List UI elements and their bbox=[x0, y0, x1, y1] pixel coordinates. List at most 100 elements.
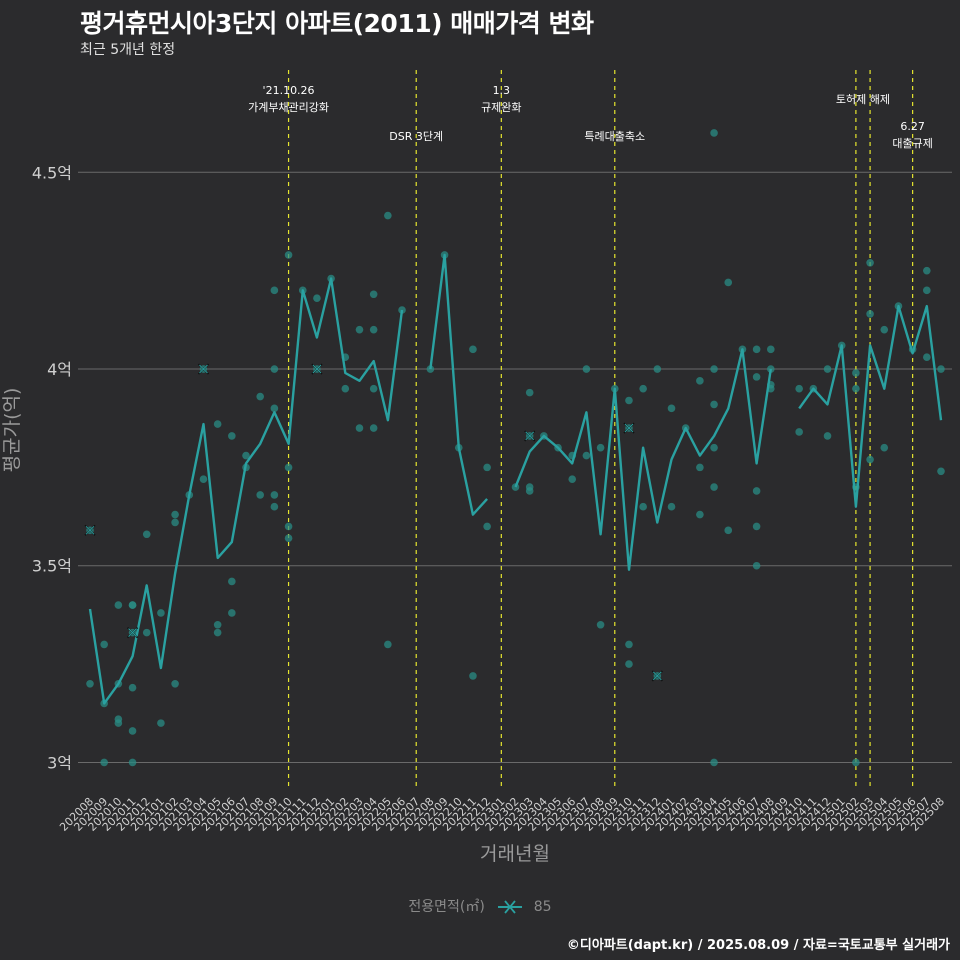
event-label: 대출규제 bbox=[892, 137, 932, 150]
event-label: DSR 3단계 bbox=[389, 130, 443, 143]
x-marker bbox=[623, 422, 635, 434]
scatter-point bbox=[242, 451, 250, 460]
scatter-point bbox=[128, 683, 137, 692]
scatter-point bbox=[866, 455, 874, 464]
y-axis-title: 평균가(억) bbox=[1, 388, 23, 473]
scatter-point bbox=[284, 463, 293, 472]
scatter-point bbox=[752, 487, 761, 495]
x-marker-stroke bbox=[199, 364, 208, 374]
scatter-point bbox=[142, 628, 151, 637]
scatter-point bbox=[100, 640, 108, 649]
scatter-point bbox=[625, 396, 633, 405]
scatter-point bbox=[752, 561, 761, 570]
x-marker-stroke bbox=[652, 671, 662, 681]
scatter-point bbox=[313, 294, 321, 302]
scatter-point bbox=[767, 345, 775, 354]
scatter-point bbox=[752, 373, 761, 381]
scatter-point bbox=[937, 467, 945, 476]
scatter-point bbox=[852, 369, 860, 377]
x-marker-stroke bbox=[128, 628, 137, 637]
scatter-point bbox=[270, 502, 279, 511]
scatter-point bbox=[525, 388, 534, 397]
scatter-point bbox=[823, 432, 832, 440]
legend-title: 전용면적(㎡) bbox=[408, 899, 485, 915]
scatter-point bbox=[795, 428, 803, 436]
scatter-point bbox=[696, 377, 704, 385]
legend-swatch-icon bbox=[498, 900, 523, 914]
scatter-point bbox=[114, 601, 123, 609]
scatter-point bbox=[937, 365, 945, 373]
series-line-segment bbox=[798, 304, 943, 508]
scatter-point bbox=[752, 522, 761, 531]
scatter-point bbox=[795, 384, 803, 393]
scatter-point bbox=[823, 365, 832, 373]
scatter-point bbox=[199, 475, 208, 483]
series-line-segment bbox=[88, 277, 404, 705]
series-line-segment bbox=[429, 253, 488, 516]
scatter-point bbox=[866, 310, 874, 318]
x-marker bbox=[651, 670, 663, 682]
scatter-point bbox=[128, 758, 137, 767]
scatter-point bbox=[369, 290, 378, 299]
x-marker-stroke bbox=[85, 525, 95, 535]
scatter-point bbox=[270, 491, 279, 499]
scatter-point bbox=[171, 518, 179, 527]
scatter-point bbox=[582, 365, 591, 373]
scatter-point bbox=[157, 719, 165, 727]
source-caption: ©디아파트(dapt.kr) / 2025.08.09 / 자료=국토교통부 실… bbox=[566, 938, 950, 953]
x-axis-title: 거래년월 bbox=[480, 843, 550, 865]
scatter-point bbox=[284, 534, 293, 542]
x-marker bbox=[197, 363, 210, 375]
scatter-point bbox=[384, 640, 392, 649]
scatter-point bbox=[483, 463, 491, 472]
x-tick-labels: 2020082020092020102020112020122021012021… bbox=[57, 795, 947, 834]
scatter-point bbox=[710, 483, 718, 491]
scatter-point bbox=[128, 601, 137, 609]
scatter-point bbox=[256, 392, 265, 401]
scatter-point bbox=[923, 286, 931, 295]
scatter-point bbox=[625, 660, 633, 668]
scatter-point bbox=[752, 345, 761, 354]
grid-lines bbox=[78, 171, 952, 763]
x-markers bbox=[84, 363, 663, 682]
legend-item-label: 85 bbox=[533, 899, 552, 915]
scatter-point bbox=[228, 432, 236, 440]
scatter-point bbox=[355, 424, 364, 432]
scatter-point bbox=[469, 672, 477, 680]
scatter-point bbox=[866, 258, 874, 267]
chart-subtitle: 최근 5개년 한정 bbox=[80, 42, 176, 58]
scatter-points bbox=[86, 129, 945, 767]
scatter-point bbox=[852, 758, 860, 767]
y-tick-label: 4.5억 bbox=[32, 163, 72, 182]
event-label: 6.27 bbox=[900, 120, 925, 133]
scatter-point bbox=[525, 487, 534, 495]
series-line bbox=[88, 253, 943, 705]
scatter-point bbox=[114, 715, 123, 723]
scatter-point bbox=[639, 502, 647, 511]
scatter-point bbox=[213, 620, 222, 629]
event-label: 규제완화 bbox=[481, 101, 521, 114]
event-label: 토허제 해제 bbox=[836, 92, 890, 106]
scatter-point bbox=[270, 286, 279, 295]
scatter-point bbox=[852, 384, 860, 393]
scatter-point bbox=[596, 620, 605, 629]
scatter-point bbox=[270, 404, 279, 413]
scatter-point bbox=[710, 365, 718, 373]
x-marker-stroke bbox=[312, 364, 322, 374]
scatter-point bbox=[171, 679, 179, 688]
scatter-point bbox=[100, 758, 108, 767]
x-marker bbox=[84, 524, 96, 536]
chart-title: 평거휴먼시아3단지 아파트(2011) 매매가격 변화 bbox=[80, 9, 594, 38]
scatter-point bbox=[696, 463, 704, 472]
scatter-point bbox=[568, 475, 577, 483]
scatter-point bbox=[923, 266, 931, 275]
y-tick-label: 3.5억 bbox=[32, 557, 72, 576]
series-line-segment bbox=[514, 348, 772, 571]
scatter-point bbox=[653, 365, 662, 373]
x-marker-stroke bbox=[525, 431, 535, 441]
scatter-point bbox=[880, 443, 889, 452]
scatter-point bbox=[142, 530, 151, 539]
scatter-point bbox=[710, 400, 718, 409]
scatter-point bbox=[369, 325, 378, 334]
